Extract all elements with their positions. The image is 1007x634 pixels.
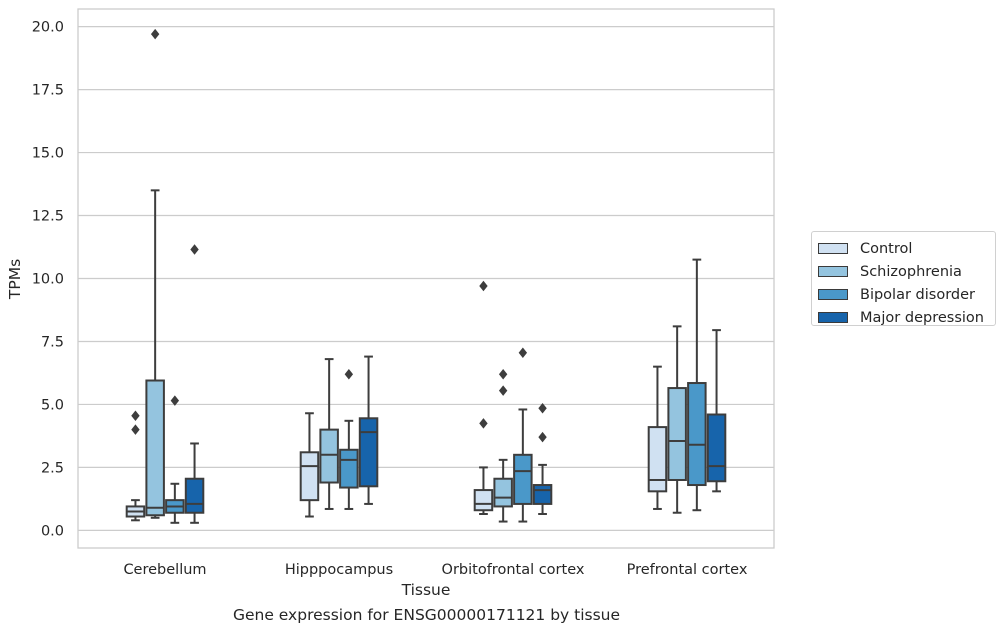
y-tick-labels: 0.0 2.5 5.0 7.5 10.0 12.5 15.0 17.5 20.0 (32, 20, 64, 540)
outlier-point (344, 368, 354, 380)
x-tick-labels: Cerebellum Hipppocampus Orbitofrontal cort… (123, 562, 747, 578)
outlier-point (498, 368, 508, 380)
box-iqr (319, 428, 339, 484)
legend-item-bipolar-disorder: Bipolar disorder (812, 283, 995, 306)
x-tick-label: Orbitofrontal cortex (442, 562, 585, 578)
box-iqr (473, 489, 494, 512)
box-plot (473, 280, 494, 515)
box-plot (513, 347, 533, 523)
outlier-point (538, 431, 547, 443)
outlier-point (170, 395, 180, 406)
legend-swatch-major-depression (818, 312, 848, 323)
box-iqr (493, 477, 513, 508)
plot-frame (77, 8, 775, 549)
x-tick-label: Cerebellum (123, 562, 206, 578)
y-tick-label: 17.5 (32, 83, 64, 99)
y-axis-label: TPMs (6, 259, 24, 300)
box-iqr (299, 451, 320, 502)
outlier-point (150, 28, 160, 40)
outlier-point (131, 424, 140, 435)
y-tick-label: 5.0 (41, 397, 64, 413)
x-axis-label: Tissue (401, 581, 451, 599)
figure-caption: Gene expression for ENSG00000171121 by t… (232, 606, 621, 624)
box-plot (667, 325, 687, 514)
outlier-point (498, 385, 508, 396)
y-tick-label: 20.0 (32, 20, 64, 36)
box-iqr (706, 413, 727, 483)
y-tick-label: 10.0 (32, 272, 64, 288)
box-iqr (532, 484, 553, 505)
box-plot (319, 358, 339, 510)
legend-swatch-schizophrenia (818, 266, 848, 277)
box-plot (493, 368, 513, 523)
legend-label: Control (860, 240, 913, 257)
y-tick-label: 7.5 (41, 334, 64, 350)
legend-swatch-control (818, 243, 848, 254)
x-tick-label: Prefrontal cortex (627, 562, 748, 578)
legend-label: Bipolar disorder (860, 286, 975, 303)
box-plot (299, 412, 320, 518)
box-plot (687, 258, 707, 512)
outlier-point (131, 410, 140, 422)
legend-label: Schizophrenia (860, 263, 962, 280)
legend-item-control: Control (812, 237, 995, 260)
x-tick-label: Hipppocampus (285, 562, 393, 578)
outlier-point (538, 402, 547, 414)
outlier-point (479, 418, 488, 429)
box-plot (647, 365, 668, 510)
box-plot (184, 244, 205, 524)
outlier-point (479, 280, 488, 292)
box-iqr (339, 448, 359, 489)
outlier-point (190, 244, 199, 255)
legend-item-schizophrenia: Schizophrenia (812, 260, 995, 283)
box-iqr (513, 453, 533, 505)
box-iqr (647, 426, 668, 493)
box-plot (532, 402, 553, 515)
box-iqr (667, 387, 687, 481)
legend-item-major-depression: Major depression (812, 306, 995, 329)
box-plot (125, 410, 146, 522)
legend: Control Schizophrenia Bipolar disorder M… (811, 231, 996, 326)
legend-label: Major depression (860, 309, 984, 326)
y-tick-label: 0.0 (41, 523, 64, 539)
y-tick-label: 2.5 (41, 460, 64, 476)
outlier-point (518, 347, 528, 359)
box-iqr (184, 477, 205, 514)
box-plot (706, 329, 727, 493)
box-plot (339, 368, 359, 510)
box-plot (145, 28, 165, 519)
legend-swatch-bipolar-disorder (818, 289, 848, 300)
box-iqr (145, 379, 165, 517)
boxes (125, 28, 727, 524)
box-iqr (687, 382, 707, 487)
y-tick-label: 15.0 (32, 146, 64, 162)
box-iqr (358, 417, 379, 488)
box-plot (358, 355, 379, 505)
box-plot (165, 395, 185, 524)
y-tick-label: 12.5 (32, 209, 64, 225)
